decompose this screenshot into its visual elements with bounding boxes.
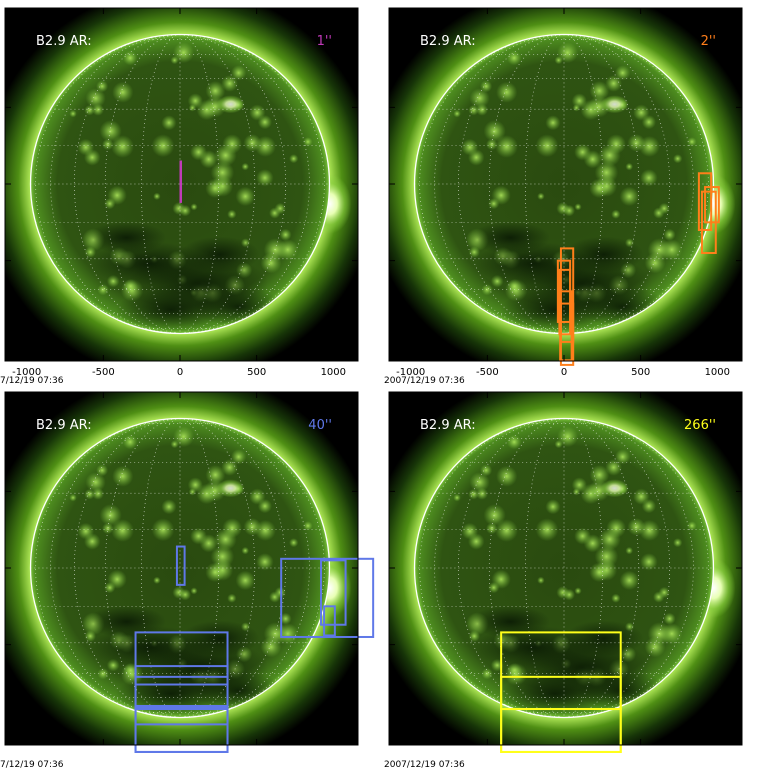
x-tick-label: 0 (561, 367, 567, 378)
sun-panel-3: B2.9 AR: 40'' 7/12/19 07:36 (0, 384, 384, 768)
x-tick-label: -1000 (396, 367, 425, 378)
region-box-9 (134, 704, 229, 753)
region-box-1 (697, 172, 713, 231)
x-tick-label: 500 (631, 367, 650, 378)
x-tick-label: 1000 (321, 367, 346, 378)
resolution-label: 2'' (701, 34, 716, 49)
x-tick-label: -500 (92, 367, 115, 378)
x-tick-label: -500 (476, 367, 499, 378)
timestamp-label: 7/12/19 07:36 (0, 760, 64, 768)
timestamp-label: 2007/12/19 07:36 (384, 376, 465, 384)
region-box-1 (175, 545, 186, 586)
flare-class-label: B2.9 AR: (36, 34, 92, 49)
x-tick-label: 500 (247, 367, 266, 378)
resolution-label: 1'' (317, 34, 332, 49)
sun-panel-1: -1000 -500 0 500 1000 B2.9 AR: 1'' 7/12/19 07:3… (0, 0, 384, 384)
flare-class-label: B2.9 AR: (36, 418, 92, 433)
timestamp-label: 7/12/19 07:36 (0, 376, 64, 384)
region-box-5 (134, 631, 229, 686)
flare-class-label: B2.9 AR: (420, 34, 476, 49)
sun-panel-3-image: B2.9 AR: 40'' 7/12/19 07:36 (0, 391, 375, 768)
region-box-8 (559, 290, 573, 362)
region-box-2 (280, 557, 375, 638)
region-box-3 (704, 186, 720, 224)
x-tick-label: 0 (177, 367, 183, 378)
sun-panel-1-image: -1000 -500 0 500 1000 B2.9 AR: 1'' 7/12/19 07:3… (0, 7, 359, 384)
region-box-4 (323, 605, 336, 637)
x-tick-label: -1000 (12, 367, 41, 378)
region-box-1 (179, 160, 182, 203)
resolution-label: 40'' (308, 418, 332, 433)
x-tick-label: 1000 (705, 367, 730, 378)
region-box-3 (320, 559, 347, 626)
region-box-3 (500, 708, 622, 753)
resolution-label: 266'' (684, 418, 716, 433)
flare-class-label: B2.9 AR: (420, 418, 476, 433)
region-box-7 (134, 675, 229, 709)
timestamp-label: 2007/12/19 07:36 (384, 760, 465, 768)
